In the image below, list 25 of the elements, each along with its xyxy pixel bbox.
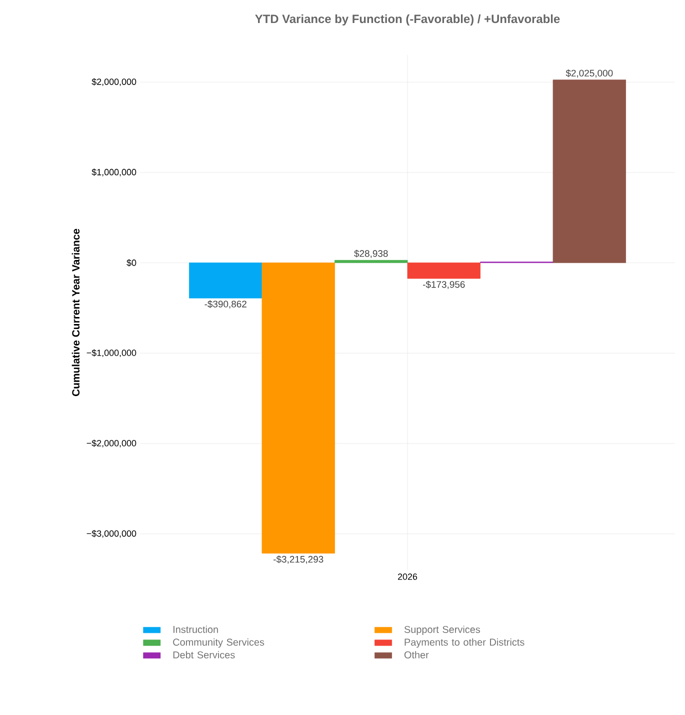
- legend-label: Instruction: [174, 626, 218, 633]
- data-label: -$173,956: [422, 280, 465, 289]
- y-tick-label: −$1,000,000: [86, 349, 136, 358]
- bar: [552, 80, 626, 264]
- y-tick-label: $1,000,000: [92, 168, 136, 176]
- data-label: $28,938: [354, 250, 388, 258]
- legend-label: Debt Services: [173, 651, 235, 658]
- legend-label: Other: [404, 651, 429, 658]
- data-label: -$3,215,293: [274, 556, 324, 564]
- y-tick-label: $0: [126, 259, 136, 266]
- data-label: -$390,862: [204, 300, 246, 309]
- bar: [407, 262, 480, 279]
- data-label: $2,025,000: [566, 69, 613, 78]
- legend-label: Community Services: [173, 638, 264, 648]
- y-axis-title: Cumulative Current Year Variance: [72, 228, 80, 396]
- legend-label: Payments to other Districts: [404, 638, 524, 648]
- bar: [334, 260, 408, 264]
- y-tick-label: −$3,000,000: [86, 530, 136, 538]
- legend-label: Support Services: [404, 626, 480, 635]
- y-tick-label: −$2,000,000: [86, 440, 136, 448]
- chart-title: YTD Variance by Function (-Favorable) / +Unfavorable: [255, 14, 560, 26]
- x-tick-label: 2026: [398, 574, 418, 580]
- bar: [189, 262, 262, 298]
- bar: [262, 262, 335, 554]
- y-tick-label: $2,000,000: [92, 78, 136, 86]
